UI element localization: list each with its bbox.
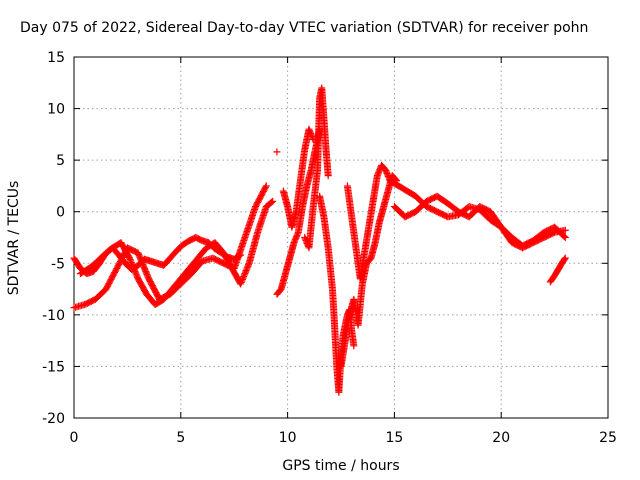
trace-c-marker xyxy=(133,272,141,280)
trace-c-marker xyxy=(244,262,252,270)
y-tick-label: -5 xyxy=(51,256,65,272)
trace-i-marker xyxy=(384,172,392,180)
trace-i-marker xyxy=(375,167,383,175)
trace-c-marker xyxy=(240,271,248,279)
trace-d-marker xyxy=(292,233,300,241)
trace-c-marker xyxy=(245,261,253,269)
y-tick-label: -20 xyxy=(42,411,65,427)
y-tick-label: 5 xyxy=(56,153,65,169)
trace-i-point xyxy=(373,172,381,180)
trace-d-marker xyxy=(293,231,301,239)
trace-e-marker xyxy=(306,127,314,135)
plot-frame xyxy=(73,56,609,419)
trace-b-point xyxy=(262,182,270,190)
trace-c-marker xyxy=(132,270,140,278)
trace-k-point xyxy=(561,226,569,234)
trace-c-marker xyxy=(126,256,134,264)
trace-d-marker xyxy=(294,230,302,238)
trace-e-marker xyxy=(307,131,315,139)
y-tick-label: 10 xyxy=(47,102,65,118)
chart-title: Day 075 of 2022, Sidereal Day-to-day VTE… xyxy=(20,20,588,36)
x-tick-label: 10 xyxy=(279,430,297,446)
trace-i-marker xyxy=(384,171,392,179)
trace-e-marker xyxy=(307,130,315,138)
y-axis-label: SDTVAR / TECUs xyxy=(6,181,22,296)
trace-c-marker xyxy=(268,198,276,206)
x-tick-label: 0 xyxy=(70,430,79,446)
trace-d-marker xyxy=(292,234,300,242)
trace-f-marker xyxy=(301,235,309,243)
trace-i-marker xyxy=(383,169,391,177)
trace-c-marker xyxy=(127,259,135,267)
trace-e-point xyxy=(305,125,313,133)
trace-g-point xyxy=(350,342,358,350)
trace-c-marker xyxy=(240,273,248,281)
trace-c-marker xyxy=(243,265,251,273)
trace-i-marker xyxy=(385,174,393,182)
y-tick-label: 15 xyxy=(47,50,65,66)
trace-d-marker xyxy=(291,237,299,245)
trace-i-marker xyxy=(382,168,390,176)
trace-l-point xyxy=(561,254,569,262)
y-tick-label: -15 xyxy=(42,359,65,375)
trace-c-marker xyxy=(239,274,247,282)
trace-c-point xyxy=(237,280,245,288)
trace-c-point xyxy=(269,197,277,205)
trace-c-marker xyxy=(128,260,136,268)
tick-labels: 0 5 10 15 20 25 -20 -15 -10 -5 0 5 10 15 xyxy=(42,50,617,446)
trace-c-marker xyxy=(127,257,135,265)
outlier-point xyxy=(273,148,281,156)
trace-c-marker xyxy=(238,275,246,283)
data-markers xyxy=(70,84,569,396)
trace-i-point xyxy=(382,166,390,174)
trace-c-marker xyxy=(129,261,137,269)
trace-c-marker xyxy=(130,266,138,274)
trace-c-marker xyxy=(237,278,245,286)
trace-i-marker xyxy=(374,170,382,178)
y-tick-label: -10 xyxy=(42,308,65,324)
trace-d-marker xyxy=(291,236,299,244)
x-tick-label: 15 xyxy=(385,430,403,446)
trace-b-marker xyxy=(262,183,270,191)
x-tick-label: 20 xyxy=(492,430,510,446)
trace-c-marker xyxy=(129,263,137,271)
trace-c-marker xyxy=(243,264,251,272)
x-tick-label: 25 xyxy=(599,430,617,446)
trace-c-marker xyxy=(238,277,246,285)
trace-e-marker xyxy=(309,134,317,142)
y-tick-label: 0 xyxy=(56,205,65,221)
trace-c-marker xyxy=(130,264,138,272)
trace-c-marker xyxy=(241,270,249,278)
x-axis-label: GPS time / hours xyxy=(282,458,399,474)
x-tick-label: 5 xyxy=(176,430,185,446)
trace-c-marker xyxy=(132,269,140,277)
trace-d-point xyxy=(290,239,298,247)
trace-j-point xyxy=(561,234,569,241)
trace-c-point xyxy=(126,254,134,262)
trace-e-marker xyxy=(308,133,316,141)
trace-f-point xyxy=(324,172,332,180)
trace-i-marker xyxy=(375,169,383,177)
trace-c-marker xyxy=(241,268,249,276)
trace-l-marker xyxy=(561,255,569,263)
trace-c-marker xyxy=(242,267,250,275)
trace-e-marker xyxy=(306,128,314,136)
trace-f-point xyxy=(301,234,309,241)
trace-j-marker xyxy=(560,232,568,240)
trace-c-marker xyxy=(131,267,139,275)
